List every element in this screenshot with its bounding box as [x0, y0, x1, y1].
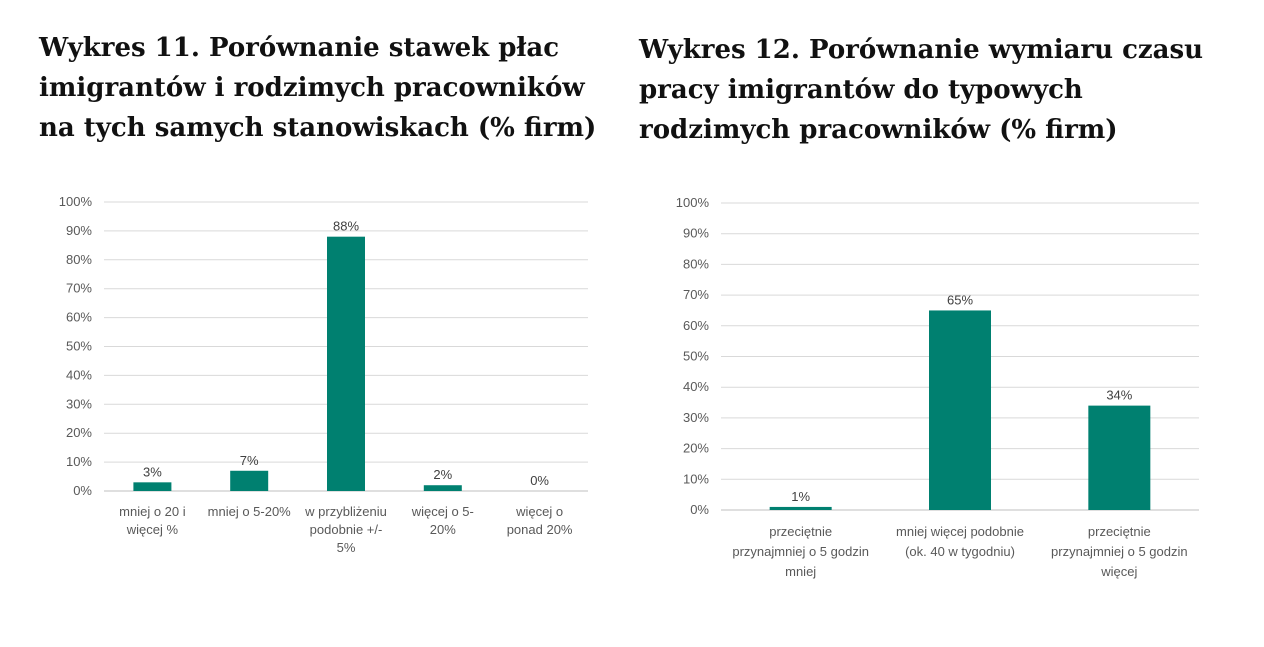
- chart-title: Wykres 11. Porównanie stawek płac imigra…: [39, 33, 597, 143]
- y-tick-label: 30%: [66, 396, 92, 411]
- bar: [423, 485, 462, 491]
- x-category-label: przynajmniej o 5 godzin: [732, 544, 869, 559]
- y-tick-label: 100%: [676, 195, 710, 210]
- bar: [327, 236, 365, 491]
- y-tick-label: 90%: [683, 226, 709, 241]
- bar: [230, 470, 269, 491]
- y-tick-label: 80%: [683, 256, 709, 271]
- x-category-label: mniej więcej podobnie: [896, 524, 1024, 539]
- x-category-label: w przybliżeniu: [304, 504, 387, 519]
- y-tick-label: 70%: [683, 287, 709, 302]
- x-category-label: mniej o 20 i: [119, 504, 186, 519]
- y-tick-label: 100%: [59, 194, 93, 209]
- bar: [929, 310, 991, 510]
- y-tick-label: 40%: [683, 379, 709, 394]
- data-label: 3%: [143, 464, 162, 479]
- x-category-label: mniej o 5-20%: [208, 504, 292, 519]
- y-tick-label: 20%: [66, 425, 92, 440]
- y-tick-label: 30%: [683, 410, 709, 425]
- y-tick-label: 10%: [66, 454, 92, 469]
- y-tick-label: 0%: [690, 502, 709, 517]
- x-category-label: więcej o 5-: [411, 504, 474, 519]
- x-category-label: przeciętnie: [1088, 524, 1151, 539]
- bar: [133, 482, 172, 491]
- x-category-label: 5%: [337, 540, 356, 555]
- y-tick-label: 40%: [66, 367, 92, 382]
- y-tick-label: 70%: [66, 281, 92, 296]
- x-category-label: (ok. 40 w tygodniu): [905, 544, 1015, 559]
- y-tick-label: 0%: [73, 483, 92, 498]
- bar-chart-wykres-12: 0% 10% 20% 30% 40% 50% 60% 70% 80% 90% 100% 1% przec…: [676, 195, 1199, 579]
- y-tick-label: 90%: [66, 223, 92, 238]
- data-label: 2%: [433, 467, 452, 482]
- x-category-label: więcej o: [515, 504, 563, 519]
- y-tick-label: 50%: [683, 349, 709, 364]
- chart-panel-wykres-12: Wykres 12. Porównanie wymiaru czasu prac…: [632, 0, 1264, 647]
- data-label: 7%: [240, 453, 259, 468]
- y-tick-label: 50%: [66, 339, 92, 354]
- chart-title: Wykres 12. Porównanie wymiaru czasu prac…: [639, 35, 1204, 145]
- x-category-label: więcej %: [126, 522, 179, 537]
- x-category-label: 20%: [430, 522, 456, 537]
- y-tick-label: 20%: [683, 441, 709, 456]
- x-category-label: przeciętnie: [769, 524, 832, 539]
- x-category-label: ponad 20%: [507, 522, 573, 537]
- y-tick-label: 60%: [683, 318, 709, 333]
- chart-panel-wykres-11: Wykres 11. Porównanie stawek płac imigra…: [39, 33, 597, 555]
- data-label: 88%: [333, 219, 359, 234]
- x-category-label: mniej: [785, 564, 816, 579]
- data-label: 1%: [791, 489, 810, 504]
- data-label: 65%: [947, 292, 973, 307]
- x-category-label: więcej: [1100, 564, 1137, 579]
- bar-chart-wykres-11: 0% 10% 20% 30% 40% 50% 60% 70% 80% 90% 100% 3% mniej…: [59, 194, 588, 555]
- data-label: 34%: [1106, 388, 1132, 403]
- bar: [1088, 405, 1151, 510]
- y-tick-label: 80%: [66, 252, 92, 267]
- y-tick-label: 10%: [683, 471, 709, 486]
- x-category-label: przynajmniej o 5 godzin: [1051, 544, 1188, 559]
- y-tick-label: 60%: [66, 310, 92, 325]
- data-label: 0%: [530, 473, 549, 488]
- bar: [769, 506, 832, 510]
- x-category-label: podobnie +/-: [310, 522, 383, 537]
